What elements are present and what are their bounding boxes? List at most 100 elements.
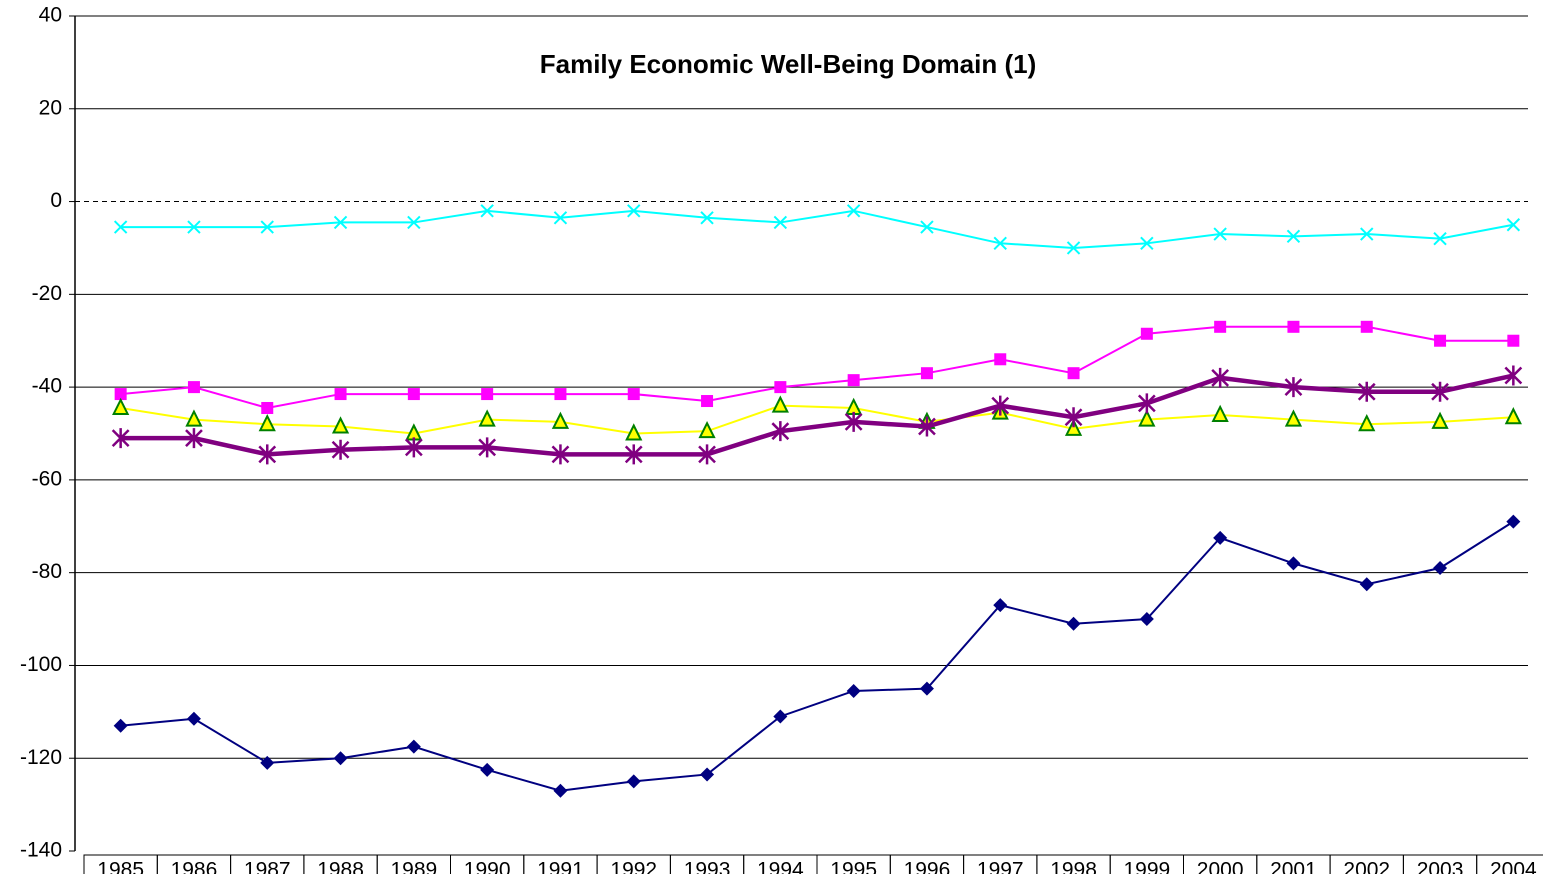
category-box [1476,854,1543,874]
marker [1504,365,1523,386]
marker [698,420,716,439]
y-tick-label: -140 [20,839,62,862]
marker [334,388,347,401]
marker [700,211,714,225]
x-tick-label: 2001 [1270,859,1317,874]
marker [261,401,274,414]
marker [1211,404,1229,422]
marker [771,395,789,413]
marker [187,220,201,234]
marker [1139,612,1154,627]
marker [407,215,421,230]
marker [847,374,860,387]
marker [1140,236,1154,251]
marker [624,444,643,465]
y-tick-label: -60 [32,467,62,490]
marker [993,236,1007,251]
y-tick-label: 20 [39,96,62,119]
marker [774,381,787,394]
marker [1214,320,1227,333]
series [112,395,1522,441]
marker [1137,393,1156,414]
marker [627,204,641,218]
marker [478,437,497,458]
x-tick-label: 1998 [1050,859,1097,874]
x-tick-label: 1986 [171,859,218,874]
y-tick-label: -20 [32,282,62,305]
marker [1286,229,1301,244]
marker [771,421,790,442]
marker [1211,367,1230,388]
marker [554,388,567,401]
marker [701,395,714,408]
series-line [120,325,1514,410]
marker [551,444,570,465]
marker [773,709,788,724]
marker [700,767,715,782]
marker [1360,320,1373,333]
marker [553,783,568,798]
marker [553,211,568,225]
x-tick-label: 1989 [390,859,437,874]
series-line [120,520,1514,792]
marker [260,755,275,770]
marker [1506,218,1521,232]
marker [918,416,936,437]
marker [1431,381,1449,402]
y-tick-label: -80 [32,560,62,583]
marker [1140,327,1153,340]
marker [406,739,421,754]
marker [1506,514,1521,529]
marker [481,388,494,401]
marker [113,718,128,733]
marker [1067,367,1080,380]
marker [920,367,933,380]
marker [114,388,127,401]
x-tick-label: 1992 [610,859,657,874]
marker [404,437,423,458]
x-tick-label: 1988 [317,859,364,874]
x-tick-label: 1994 [757,859,804,874]
marker [1284,409,1303,427]
marker [1360,227,1374,241]
marker [260,220,274,234]
marker [994,353,1007,366]
marker [1286,556,1301,571]
marker [1357,381,1376,402]
marker [991,395,1010,416]
marker [258,444,277,465]
x-tick-label: 2003 [1417,859,1464,874]
marker [1064,407,1083,428]
marker [625,423,643,441]
x-tick-label: 1993 [684,859,731,874]
y-tick-label: -40 [32,375,62,398]
marker [112,397,130,415]
y-tick-label: -100 [20,653,62,676]
series [113,514,1521,798]
x-tick-label: 2002 [1343,859,1390,874]
marker [1284,377,1303,398]
marker [1213,227,1227,241]
marker [846,204,861,218]
marker [407,388,420,401]
marker [186,711,201,726]
marker [773,215,788,230]
marker [111,428,130,449]
marker [333,751,348,766]
marker [627,388,640,401]
x-tick-label: 2004 [1490,859,1537,874]
marker [331,439,350,460]
marker [626,774,641,789]
marker [1504,407,1522,425]
marker [1066,241,1081,255]
x-tick-label: 1990 [464,859,511,874]
marker [478,409,496,427]
marker [185,409,203,427]
marker [480,762,495,777]
marker [1359,577,1374,592]
marker [1358,413,1376,432]
marker [1433,231,1447,246]
x-tick-label: 1999 [1123,859,1170,874]
x-tick-label: 1997 [977,859,1024,874]
